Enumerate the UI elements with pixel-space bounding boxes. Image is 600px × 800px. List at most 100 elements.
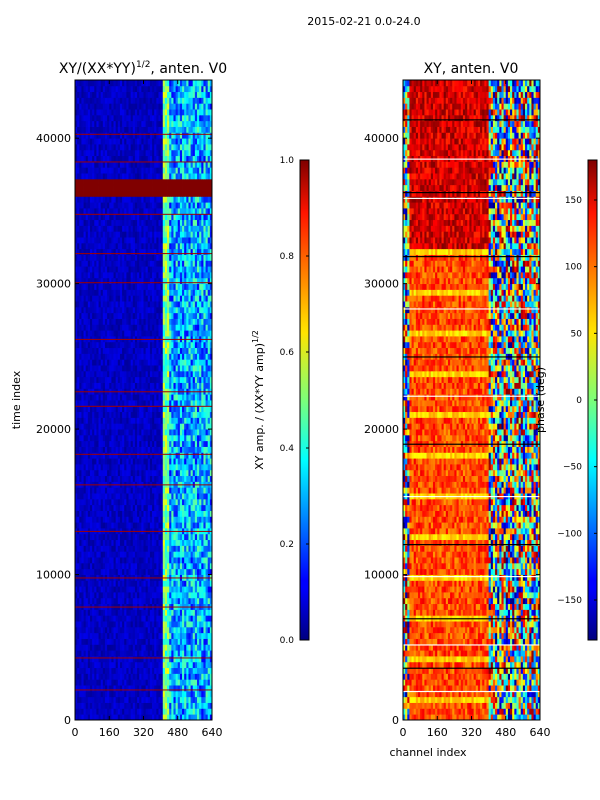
amplitude-cell: [147, 347, 151, 354]
amplitude-cell: [147, 510, 151, 517]
amplitude-cell: [199, 539, 202, 546]
amplitude-cell: [87, 621, 91, 628]
amplitude-cell: [124, 452, 127, 459]
amplitude-cell: [158, 423, 162, 430]
amplitude-cell: [137, 475, 140, 482]
amplitude-cell: [154, 714, 157, 720]
amplitude-cell: [182, 405, 185, 413]
amplitude-cell: [162, 306, 166, 314]
amplitude-cell: [126, 289, 129, 296]
amplitude-cell: [128, 592, 132, 599]
amplitude-cell: [145, 394, 149, 401]
amplitude-cell: [201, 295, 204, 302]
amplitude-cell: [190, 417, 194, 424]
amplitude-cell: [107, 353, 110, 360]
amplitude-cell: [190, 638, 194, 645]
amplitude-cell: [85, 609, 89, 616]
amplitude-cell: [158, 557, 162, 564]
amplitude-cell: [197, 341, 200, 349]
amplitude-cell: [126, 615, 129, 622]
amplitude-cell: [199, 690, 202, 698]
amplitude-cell: [124, 597, 127, 605]
amplitude-cell: [117, 458, 121, 465]
amplitude-cell: [158, 295, 162, 302]
amplitude-cell: [79, 306, 82, 314]
amplitude-cell: [162, 609, 166, 616]
amplitude-cell: [115, 417, 119, 424]
amplitude-cell: [130, 685, 134, 692]
amplitude-cell: [96, 679, 99, 686]
amplitude-cell: [96, 545, 99, 552]
amplitude-cell: [102, 493, 106, 500]
amplitude-cell: [117, 510, 121, 517]
amplitude-cell: [209, 539, 212, 546]
amplitude-cell: [87, 650, 91, 657]
amplitude-cell: [190, 673, 194, 680]
amplitude-cell: [98, 469, 102, 477]
amplitude-cell: [117, 690, 121, 698]
amplitude-cell: [92, 452, 95, 459]
amplitude-cell: [184, 708, 187, 715]
amplitude-cell: [126, 493, 129, 500]
amplitude-cell: [79, 679, 82, 686]
amplitude-cell: [188, 452, 191, 459]
amplitude-cell: [94, 626, 97, 634]
amplitude-cell: [171, 644, 174, 651]
amplitude-cell: [128, 417, 132, 424]
amplitude-cell: [124, 312, 127, 319]
amplitude-cell: [92, 312, 95, 319]
amplitude-cell: [149, 714, 153, 720]
amplitude-cell: [83, 493, 87, 500]
amplitude-cell: [132, 504, 136, 511]
amplitude-cell: [85, 347, 89, 354]
amplitude-cell: [102, 580, 106, 587]
amplitude-cell: [173, 586, 177, 593]
amplitude-cell: [192, 301, 196, 308]
amplitude-cell: [192, 644, 196, 651]
amplitude-cell: [119, 341, 123, 349]
amplitude-cell: [89, 306, 93, 314]
amplitude-cell: [209, 446, 212, 453]
amplitude-cell: [201, 679, 204, 686]
amplitude-cell: [96, 318, 99, 325]
amplitude-cell: [100, 446, 104, 453]
amplitude-cell: [171, 312, 174, 319]
amplitude-cell: [149, 644, 153, 651]
amplitude-cell: [100, 667, 104, 674]
amplitude-cell: [119, 551, 123, 558]
amplitude-cell: [107, 365, 110, 372]
amplitude-cell: [143, 533, 147, 541]
amplitude-cell: [107, 533, 110, 541]
amplitude-cell: [100, 690, 104, 698]
amplitude-cell: [182, 545, 185, 552]
amplitude-cell: [197, 324, 200, 331]
amplitude-cell: [182, 656, 185, 663]
amplitude-cell: [156, 434, 159, 442]
amplitude-cell: [194, 568, 198, 575]
amplitude-cell: [137, 510, 140, 517]
amplitude-cell: [77, 446, 80, 453]
amplitude-cell: [145, 667, 149, 674]
amplitude-cell: [94, 510, 97, 517]
amplitude-cell: [197, 347, 200, 354]
amplitude-cell: [107, 289, 110, 296]
amplitude-cell: [175, 376, 179, 383]
amplitude-cell: [79, 446, 82, 453]
amplitude-cell: [156, 690, 159, 698]
amplitude-cell: [92, 306, 95, 314]
amplitude-cell: [154, 376, 157, 383]
amplitude-cell: [130, 341, 134, 349]
amplitude-cell: [145, 516, 149, 523]
amplitude-cell: [132, 597, 136, 605]
amplitude-cell: [115, 644, 119, 651]
amplitude-cell: [152, 394, 155, 401]
amplitude-cell: [164, 318, 168, 325]
amplitude-cell: [92, 330, 95, 337]
amplitude-cell: [177, 440, 181, 447]
amplitude-cell: [175, 423, 179, 430]
amplitude-cell: [124, 656, 127, 663]
amplitude-cell: [156, 411, 159, 418]
amplitude-cell: [128, 708, 132, 715]
amplitude-cell: [186, 586, 189, 593]
amplitude-cell: [96, 272, 99, 279]
